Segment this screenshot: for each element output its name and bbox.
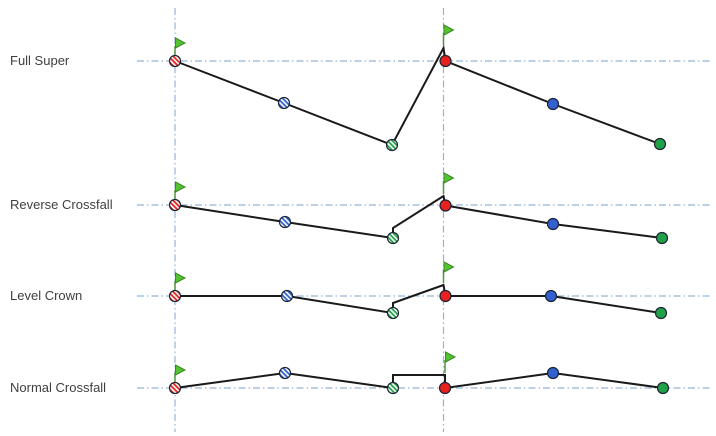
blue-solid-point-marker bbox=[546, 217, 560, 231]
flag-icon bbox=[442, 172, 455, 194]
blue-solid-point-marker bbox=[546, 97, 560, 111]
green-solid-point-marker bbox=[656, 381, 670, 395]
green-hatched-point-marker bbox=[386, 306, 400, 320]
red-hatched-point-marker bbox=[168, 381, 182, 395]
green-solid-point-marker bbox=[655, 231, 669, 245]
crossfall-profile-line bbox=[174, 371, 664, 390]
green-solid-point-marker bbox=[653, 137, 667, 151]
red-hatched-point-marker bbox=[168, 289, 182, 303]
blue-hatched-point-marker bbox=[278, 366, 292, 380]
green-hatched-point-marker bbox=[386, 381, 400, 395]
red-solid-point-marker bbox=[438, 381, 452, 395]
row-label-level-crown: Level Crown bbox=[10, 288, 83, 303]
crossfall-profile-line bbox=[174, 283, 662, 315]
row-label-full-super: Full Super bbox=[10, 53, 70, 68]
green-solid-point-marker bbox=[654, 306, 668, 320]
red-solid-point-marker bbox=[439, 199, 452, 212]
blue-hatched-point-marker bbox=[278, 215, 292, 229]
flag-icon bbox=[444, 351, 457, 373]
green-hatched-point-marker bbox=[385, 138, 399, 152]
row-label-normal-crossfall: Normal Crossfall bbox=[10, 380, 107, 395]
blue-hatched-point-marker bbox=[280, 289, 294, 303]
crossfall-profile-line bbox=[174, 194, 663, 240]
blue-solid-point-marker bbox=[546, 366, 560, 380]
red-hatched-point-marker bbox=[168, 198, 182, 212]
blue-hatched-point-marker bbox=[277, 96, 291, 110]
blue-solid-point-marker bbox=[544, 289, 558, 303]
green-hatched-point-marker bbox=[386, 231, 400, 245]
row-label-reverse-crossfall: Reverse Crossfall bbox=[10, 197, 113, 212]
red-hatched-point-marker bbox=[168, 54, 182, 68]
red-solid-point-marker bbox=[439, 54, 452, 68]
flag-icon bbox=[442, 24, 455, 46]
red-solid-point-marker bbox=[439, 289, 452, 303]
crossfall-profile-line bbox=[174, 44, 661, 147]
flag-icon bbox=[442, 261, 455, 283]
